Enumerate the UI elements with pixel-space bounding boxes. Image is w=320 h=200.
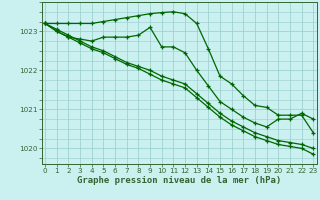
X-axis label: Graphe pression niveau de la mer (hPa): Graphe pression niveau de la mer (hPa) [77, 176, 281, 185]
